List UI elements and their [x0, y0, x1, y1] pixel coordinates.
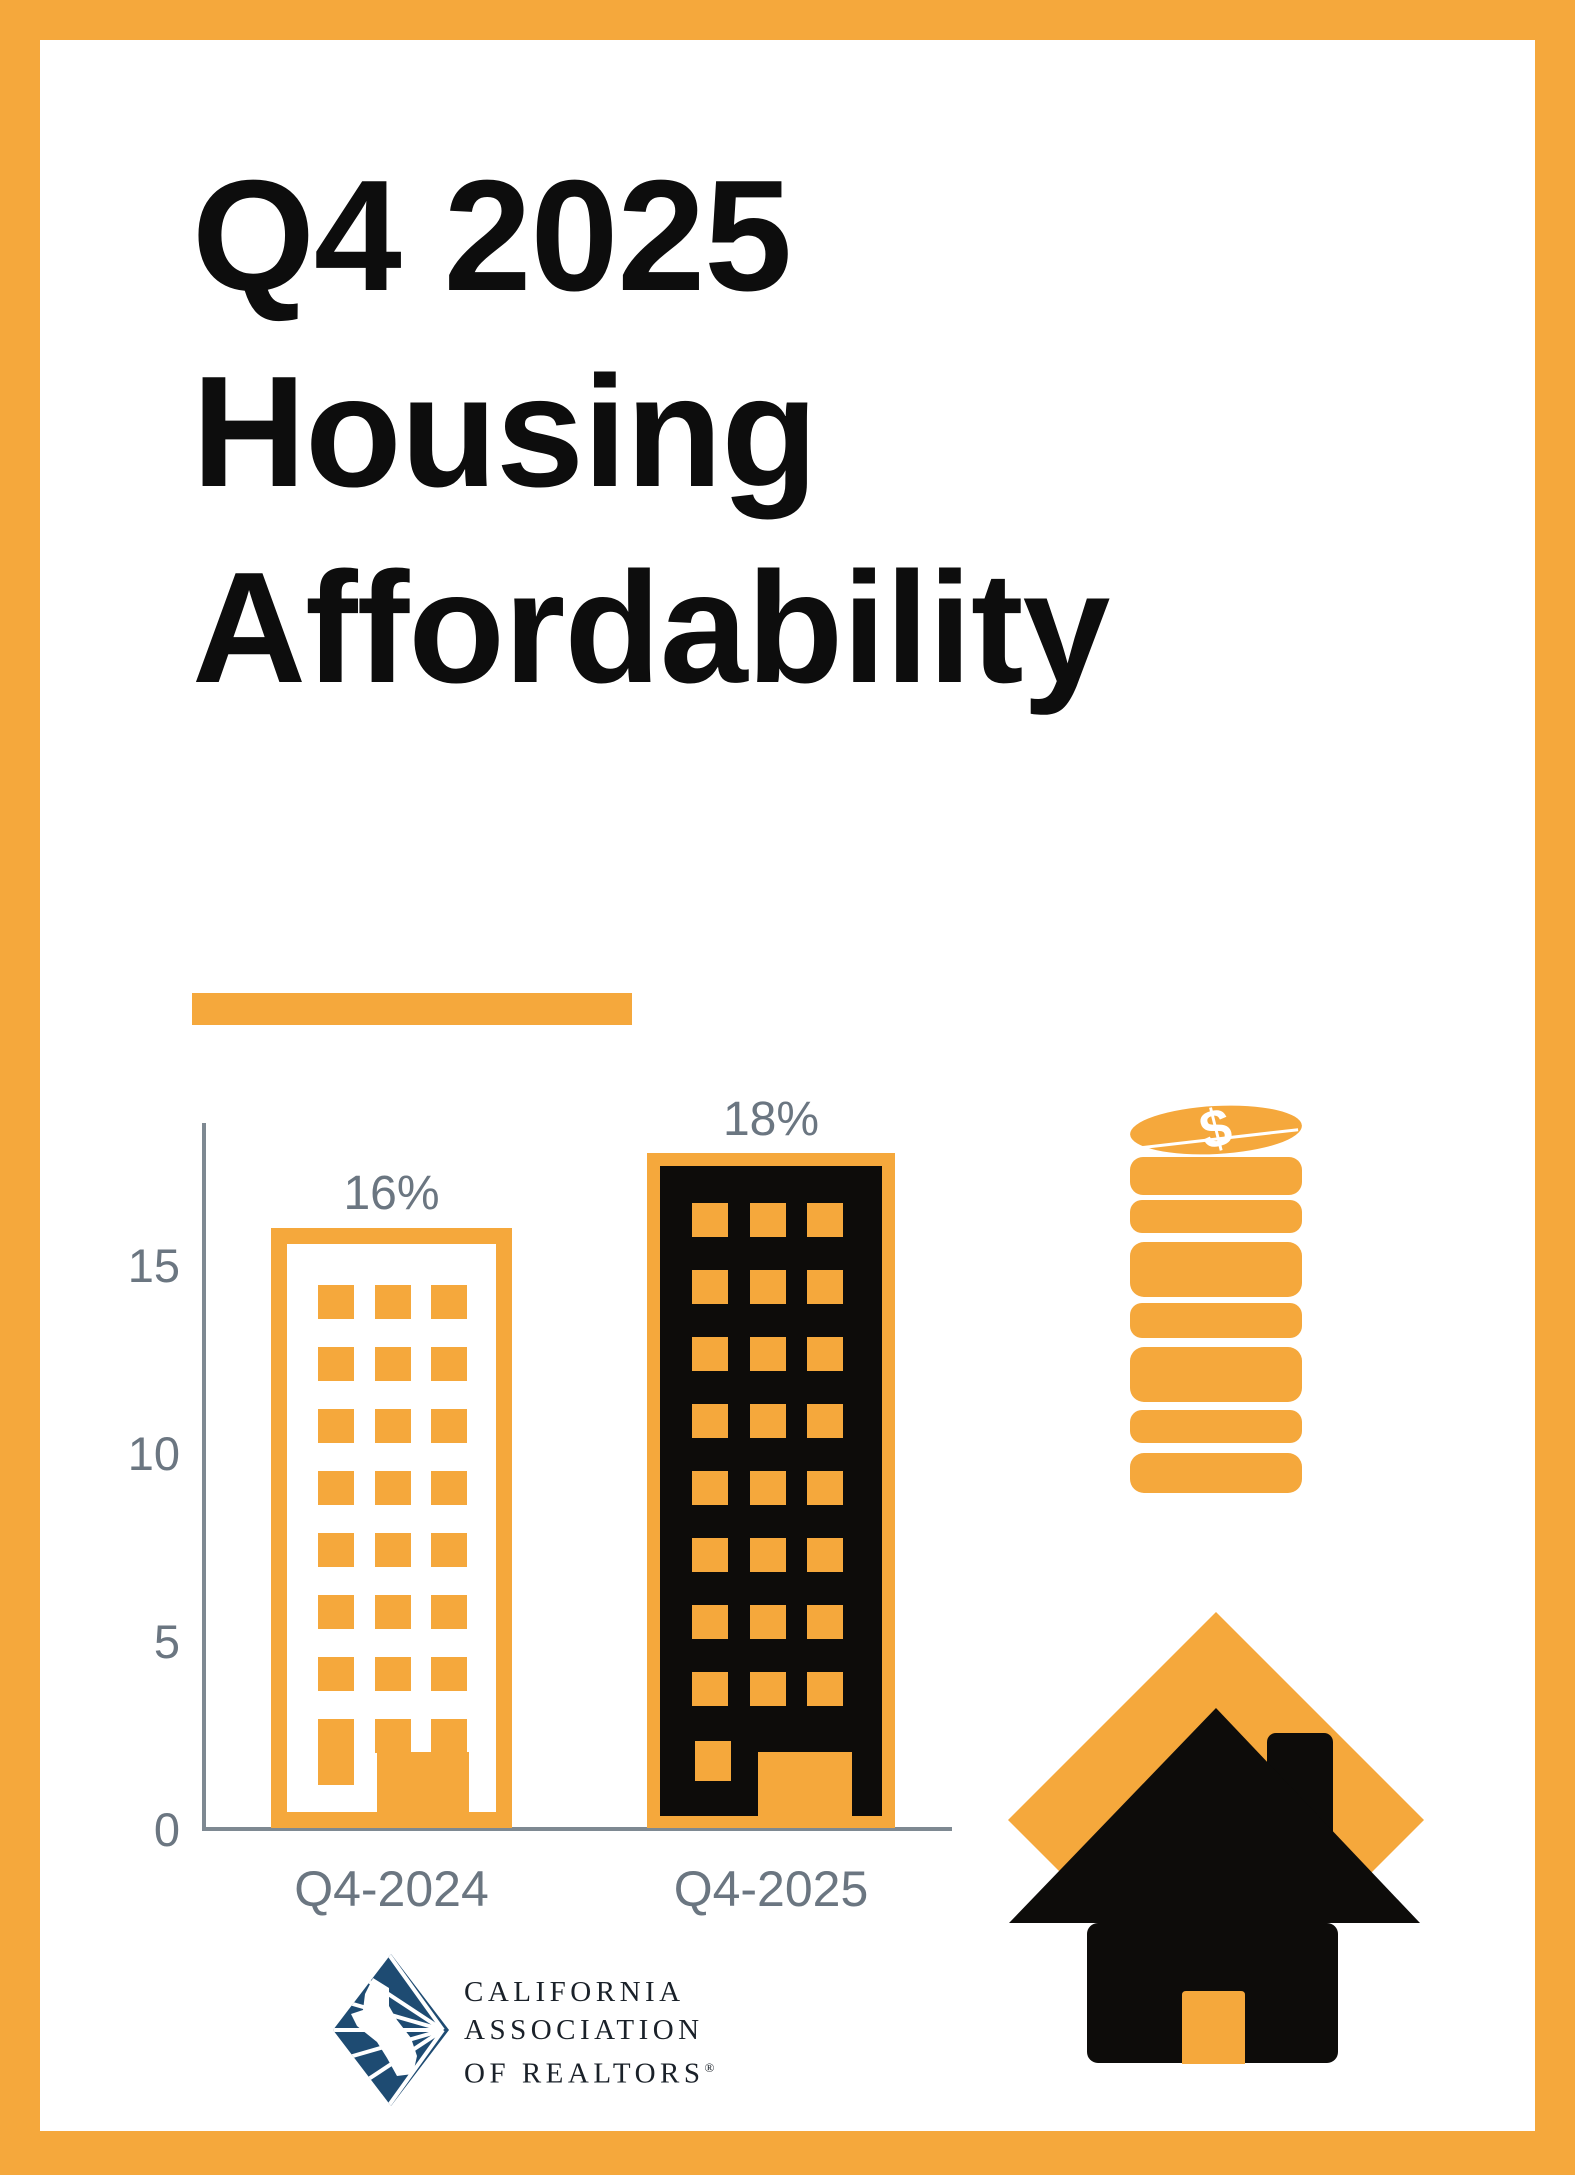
house-door [1182, 1991, 1245, 2064]
x-axis-line [202, 1827, 952, 1831]
y-tick-0: 0 [153, 1803, 180, 1856]
california-state-shape [351, 1978, 417, 2076]
coin-stack-dollar-icon: $ [1130, 1102, 1302, 1493]
logo-line-association: ASSOCIATION [464, 2014, 704, 2046]
registered-mark: ® [704, 2060, 715, 2075]
title-line-housing: Housing [192, 344, 818, 520]
y-tick-5: 5 [153, 1615, 180, 1668]
house-on-diamond-icon [1008, 1612, 1424, 2064]
bar-value-label-q4-2024: 16% [343, 1167, 440, 1220]
title-line-affordability: Affordability [192, 540, 1110, 716]
building-door [758, 1752, 852, 1828]
title-accent-bar [192, 993, 632, 1025]
logo-sunburst-rays [333, 1954, 445, 2106]
title-line-quarter: Q4 2025 [192, 148, 792, 324]
building-door [377, 1752, 469, 1828]
building-windows [318, 1285, 469, 1828]
logo-line-california: CALIFORNIA [464, 1976, 685, 2008]
y-tick-10: 10 [127, 1427, 180, 1480]
bar-value-label-q4-2025: 18% [722, 1093, 820, 1146]
bar-q4-2024-building [271, 1228, 512, 1828]
content-area: Q4 2025 Housing Affordability 15 10 5 0 … [40, 40, 1535, 2131]
x-label-q4-2024: Q4-2024 [294, 1861, 489, 1917]
car-logo-wordmark: CALIFORNIA ASSOCIATION OF REALTORS® [464, 1973, 714, 2093]
car-logo-icon [333, 1954, 449, 2106]
building-windows [692, 1203, 852, 1828]
x-label-q4-2025: Q4-2025 [673, 1861, 869, 1917]
y-axis-line [202, 1123, 206, 1830]
page-title: Q4 2025 Housing Affordability [192, 138, 1532, 726]
bar-q4-2025-building [647, 1153, 895, 1828]
logo-line-of-realtors: OF REALTORS® [464, 2057, 715, 2090]
house-silhouette [1009, 1708, 1420, 2063]
y-tick-15: 15 [127, 1239, 180, 1292]
